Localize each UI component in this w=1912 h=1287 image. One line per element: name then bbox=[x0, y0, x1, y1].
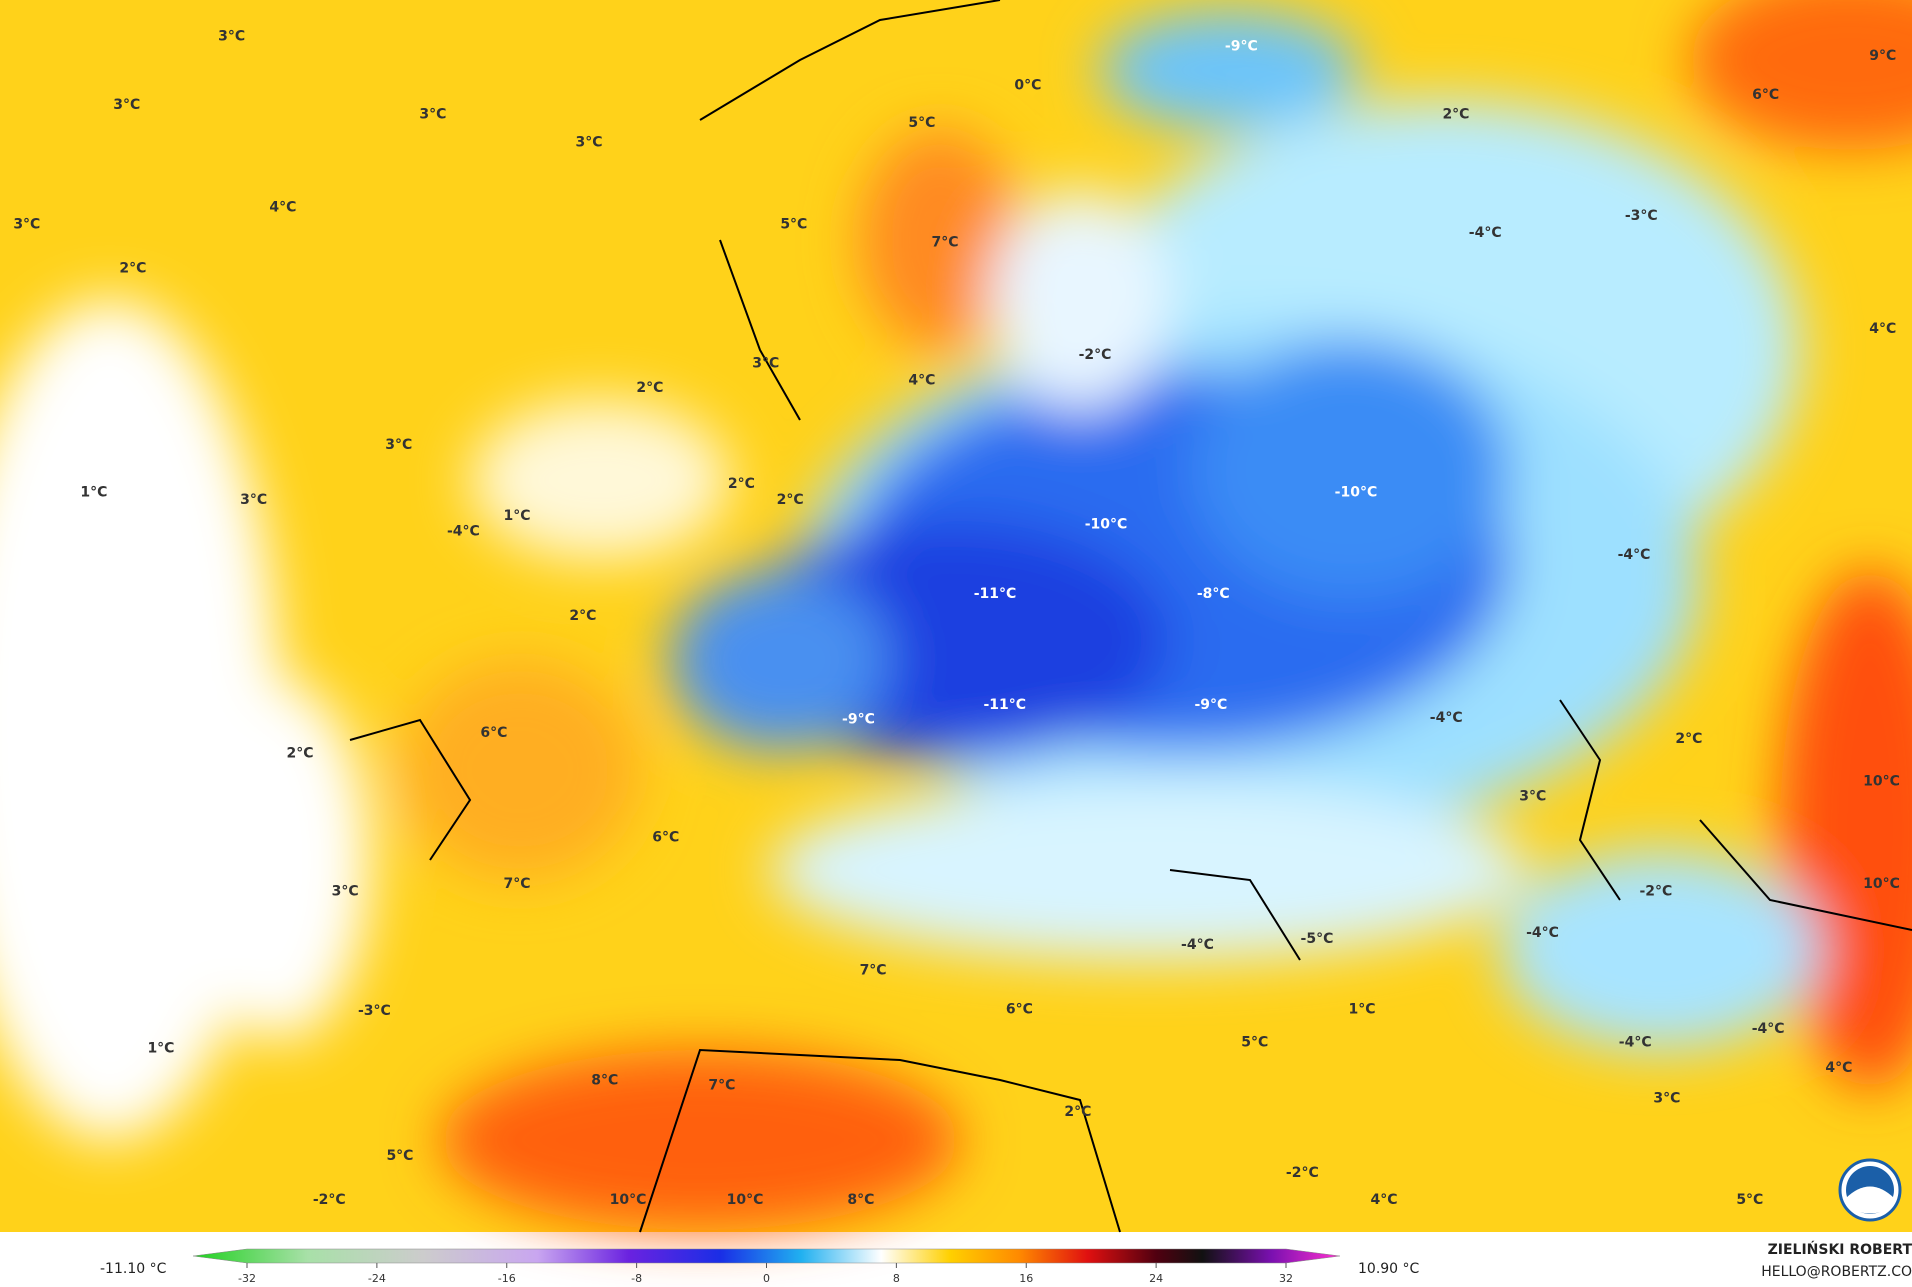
temperature-label: 6°C bbox=[480, 725, 507, 741]
legend-min: -11.10 °C bbox=[100, 1261, 167, 1277]
temperature-label: 2°C bbox=[1064, 1104, 1091, 1120]
temperature-label: 8°C bbox=[847, 1192, 874, 1208]
temperature-label: 3°C bbox=[1653, 1091, 1680, 1107]
temperature-label: 7°C bbox=[932, 235, 959, 251]
temperature-label: -4°C bbox=[1469, 225, 1502, 241]
temperature-label: 2°C bbox=[777, 492, 804, 508]
temperature-label: 10°C bbox=[610, 1192, 647, 1208]
legend-tick-label: -32 bbox=[238, 1272, 256, 1285]
temperature-label: 10°C bbox=[1863, 876, 1900, 892]
temperature-label: 5°C bbox=[386, 1148, 413, 1164]
temperature-label: 2°C bbox=[569, 608, 596, 624]
temperature-label: -9°C bbox=[1225, 38, 1258, 54]
temperature-label: 3°C bbox=[575, 135, 602, 151]
temperature-label: 7°C bbox=[708, 1077, 735, 1093]
temperature-label: 2°C bbox=[119, 260, 146, 276]
legend: -11.10 °C 10.90 °C -32 -24 -16 -8 0 8 16 24 32 bbox=[100, 1248, 1420, 1285]
temperature-label: 3°C bbox=[332, 883, 359, 899]
temperature-label: 3°C bbox=[218, 29, 245, 45]
temperature-label: 3°C bbox=[752, 355, 779, 371]
temperature-label: 3°C bbox=[1519, 788, 1546, 804]
temperature-label: 1°C bbox=[147, 1041, 174, 1057]
temperature-label: 3°C bbox=[385, 437, 412, 453]
temperature-label: -4°C bbox=[1181, 937, 1214, 953]
temperature-label: -10°C bbox=[1085, 516, 1128, 532]
temperature-label: -2°C bbox=[1079, 347, 1112, 363]
temperature-label: -4°C bbox=[1618, 547, 1651, 563]
temperature-label: -11°C bbox=[974, 586, 1017, 602]
temperature-label: 4°C bbox=[908, 372, 935, 388]
legend-tick-label: -24 bbox=[368, 1272, 386, 1285]
temperature-label: -3°C bbox=[358, 1003, 391, 1019]
temperature-label: 7°C bbox=[860, 963, 887, 979]
temperature-label: 2°C bbox=[286, 746, 313, 762]
temperature-label: 4°C bbox=[1370, 1192, 1397, 1208]
temperature-label: 6°C bbox=[652, 830, 679, 846]
temperature-label: -10°C bbox=[1335, 485, 1378, 501]
temperature-label: 4°C bbox=[269, 199, 296, 215]
temperature-label: -4°C bbox=[1526, 925, 1559, 941]
temperature-label: 9°C bbox=[1869, 48, 1896, 64]
temperature-label: 2°C bbox=[636, 380, 663, 396]
temperature-label: 1°C bbox=[504, 508, 531, 524]
legend-tick-label: -16 bbox=[498, 1272, 516, 1285]
temperature-label: 4°C bbox=[1869, 321, 1896, 337]
temperature-label: 3°C bbox=[419, 107, 446, 123]
temperature-label: -3°C bbox=[1625, 208, 1658, 224]
temperature-label: 10°C bbox=[1863, 774, 1900, 790]
temperature-label: -4°C bbox=[1430, 710, 1463, 726]
temperature-label: 5°C bbox=[908, 115, 935, 131]
temperature-label: 8°C bbox=[591, 1072, 618, 1088]
temperature-label: 3°C bbox=[13, 216, 40, 232]
credit-name: ZIELIŃSKI ROBERT bbox=[1768, 1240, 1912, 1258]
temperature-label: -11°C bbox=[983, 697, 1026, 713]
temperature-label: -2°C bbox=[313, 1192, 346, 1208]
temperature-label: 10°C bbox=[727, 1192, 764, 1208]
temperature-label: -9°C bbox=[842, 711, 875, 727]
legend-tick-label: 32 bbox=[1279, 1272, 1293, 1285]
temperature-label: -2°C bbox=[1286, 1165, 1319, 1181]
temperature-label: -8°C bbox=[1197, 586, 1230, 602]
temperature-label: 5°C bbox=[1241, 1035, 1268, 1051]
temperature-label: 5°C bbox=[1736, 1192, 1763, 1208]
legend-tick-label: 0 bbox=[763, 1272, 770, 1285]
legend-tick-label: 16 bbox=[1019, 1272, 1033, 1285]
temperature-label: -4°C bbox=[1752, 1021, 1785, 1037]
temperature-label: 6°C bbox=[1752, 87, 1779, 103]
temperature-label: -9°C bbox=[1194, 697, 1227, 713]
temperature-map: 3°C 3°C 3°C 3°C 4°C 3°C 2°C 0°C -9°C 5°C 5°C 7°C 2°C… bbox=[0, 0, 1912, 1233]
legend-tick-label: 24 bbox=[1149, 1272, 1163, 1285]
temperature-label: 2°C bbox=[728, 476, 755, 492]
legend-max: 10.90 °C bbox=[1358, 1261, 1420, 1277]
temperature-label: 1°C bbox=[1349, 1002, 1376, 1018]
temperature-label: 2°C bbox=[1442, 107, 1469, 123]
temperature-label: -4°C bbox=[1619, 1035, 1652, 1051]
temperature-label: 3°C bbox=[113, 97, 140, 113]
noaa-logo bbox=[1838, 1158, 1902, 1222]
temperature-label: -5°C bbox=[1301, 931, 1334, 947]
temperature-label: 6°C bbox=[1006, 1002, 1033, 1018]
temperature-label: -4°C bbox=[447, 524, 480, 540]
temperature-label: 0°C bbox=[1014, 77, 1041, 93]
temperature-label: 1°C bbox=[80, 485, 107, 501]
temperature-label: 7°C bbox=[504, 876, 531, 892]
legend-tick-label: -8 bbox=[631, 1272, 642, 1285]
temperature-label: -2°C bbox=[1640, 883, 1673, 899]
temperature-label: 2°C bbox=[1675, 731, 1702, 747]
temperature-label: 3°C bbox=[240, 492, 267, 508]
legend-tick-label: 8 bbox=[893, 1272, 900, 1285]
temperature-label: 4°C bbox=[1825, 1060, 1852, 1076]
temperature-label: 5°C bbox=[780, 216, 807, 232]
credit-contact: HELLO@ROBERTZ.CO bbox=[1761, 1264, 1912, 1280]
